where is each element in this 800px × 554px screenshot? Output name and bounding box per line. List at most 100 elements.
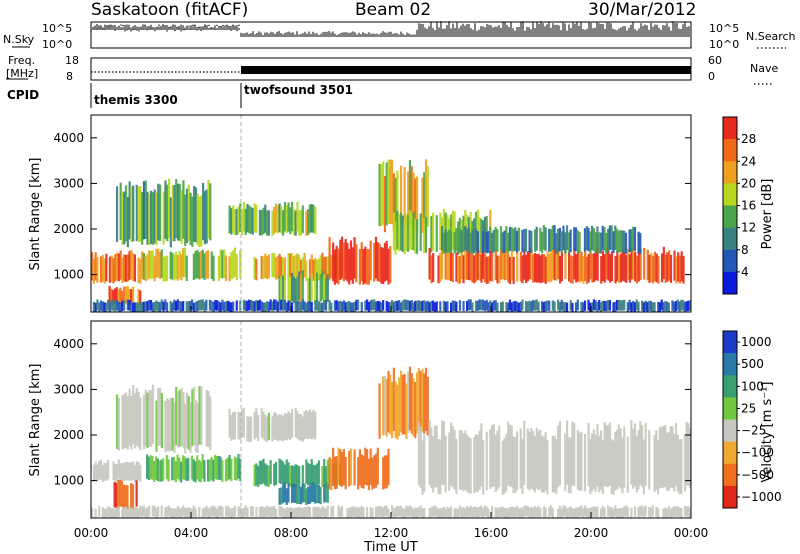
echo-cell: [508, 256, 512, 284]
echo-cell: [601, 225, 604, 251]
echo-cell: [419, 301, 422, 312]
y-tick-label: 2000: [53, 222, 84, 236]
echo-cell: [266, 301, 269, 312]
echo-cell: [198, 300, 201, 311]
echo-cell: [353, 237, 356, 279]
echo-cell: [235, 300, 238, 311]
echo-cell: [176, 183, 180, 241]
echo-cell: [299, 210, 303, 236]
echo-cell: [228, 256, 231, 282]
echo-cell: [408, 366, 412, 431]
echo-cell: [496, 302, 499, 312]
echo-cell: [600, 256, 603, 284]
echo-cell: [187, 184, 190, 242]
echo-cell: [605, 247, 608, 280]
echo-cell: [478, 299, 481, 311]
echo-cell: [262, 458, 265, 484]
echo-cell: [508, 226, 512, 251]
nsearch-trace: [90, 24, 240, 32]
echo-cell: [594, 506, 597, 517]
nsearch-sample: [176, 26, 178, 29]
echo-cell: [108, 286, 111, 304]
echo-cell: [560, 508, 563, 518]
echo-cell: [210, 300, 213, 311]
echo-cell: [451, 426, 454, 488]
echo-cell: [643, 247, 646, 280]
y-tick-label: 3000: [53, 382, 84, 396]
echo-cell: [201, 508, 204, 518]
echo-cell: [357, 507, 360, 518]
echo-cell: [507, 254, 510, 283]
echo-cell: [591, 507, 594, 518]
echo-cell: [491, 232, 494, 254]
nsearch-sample: [132, 29, 134, 31]
echo-cell: [169, 197, 172, 248]
echo-cell: [610, 250, 614, 282]
echo-cell: [274, 203, 278, 233]
echo-cell: [399, 212, 403, 251]
echo-cell: [469, 232, 472, 254]
echo-cell: [364, 246, 367, 284]
echo-cell: [123, 254, 126, 282]
echo-cell: [449, 302, 453, 312]
echo-cell: [121, 395, 124, 450]
echo-cell: [576, 507, 579, 518]
echo-cell: [560, 299, 563, 311]
echo-cell: [492, 300, 495, 311]
echo-cell: [114, 508, 117, 518]
echo-cell: [135, 184, 138, 242]
echo-cell: [580, 431, 583, 491]
echo-cell: [299, 486, 303, 505]
echo-cell: [141, 192, 144, 245]
echo-cell: [126, 508, 129, 518]
echo-cell: [194, 461, 197, 483]
echo-cell: [557, 299, 560, 311]
echo-cell: [151, 250, 154, 279]
nsearch-sample: [92, 28, 94, 30]
echo-cell: [210, 251, 213, 280]
echo-cell: [376, 300, 379, 312]
echo-cell: [382, 376, 385, 436]
echo-cell: [260, 407, 263, 438]
echo-cell: [308, 204, 312, 233]
nsearch-sample: [98, 27, 100, 29]
echo-cell: [278, 458, 281, 484]
echo-cell: [385, 300, 388, 311]
echo-cell: [408, 301, 412, 312]
echo-cell: [201, 249, 204, 279]
echo-cell: [308, 506, 312, 518]
echo-cell: [380, 247, 383, 284]
nsearch-sample: [102, 28, 104, 30]
echo-cell: [385, 240, 388, 281]
echo-cell: [544, 227, 547, 251]
echo-cell: [444, 508, 447, 518]
echo-cell: [98, 302, 101, 312]
echo-cell: [119, 287, 122, 304]
y-tick-label: 4000: [53, 131, 84, 145]
echo-cell: [319, 508, 322, 518]
echo-cell: [371, 507, 374, 518]
echo-cell: [476, 209, 479, 249]
echo-cell: [614, 301, 617, 312]
echo-cell: [207, 507, 210, 518]
echo-cell: [148, 299, 151, 311]
echo-cell: [566, 508, 569, 518]
echo-cell: [155, 507, 158, 518]
echo-cell: [398, 214, 401, 252]
echo-cell: [98, 461, 101, 480]
echo-cell: [617, 424, 620, 487]
echo-cell: [507, 508, 510, 518]
echo-cell: [485, 431, 488, 491]
echo-cell: [366, 248, 369, 285]
y-tick-label: 1000: [53, 474, 84, 488]
echo-cell: [389, 374, 392, 435]
station-title: Saskatoon (fitACF): [91, 0, 248, 20]
echo-cell: [253, 301, 256, 312]
echo-cell: [98, 506, 101, 517]
echo-cell: [367, 458, 370, 491]
echo-cell: [305, 459, 308, 484]
nsearch-sample: [160, 28, 162, 30]
echo-cell: [648, 300, 651, 311]
echo-cell: [474, 506, 478, 517]
echo-cell: [541, 231, 544, 254]
